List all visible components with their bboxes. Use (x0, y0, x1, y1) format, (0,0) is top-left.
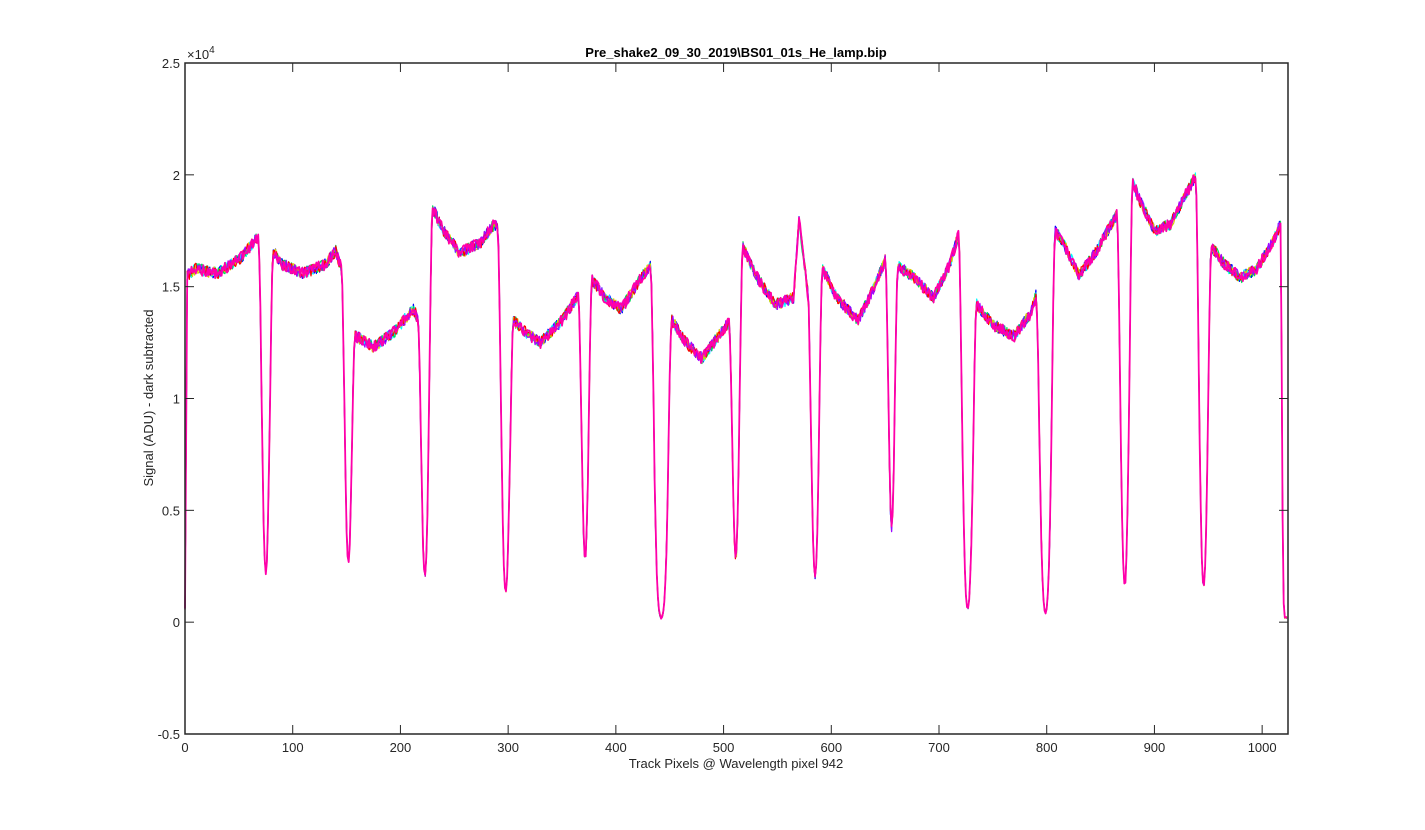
y-exponent-power: 4 (209, 45, 215, 56)
y-tick-label: -0.5 (158, 727, 180, 742)
x-tick-label: 900 (1144, 740, 1166, 755)
y-tick-label: 0.5 (162, 503, 180, 518)
y-axis-exponent: ×104 (187, 45, 215, 62)
y-tick-label: 1 (173, 392, 180, 407)
y-tick-label: 0 (173, 615, 180, 630)
x-tick-label: 400 (605, 740, 627, 755)
plot-background (185, 63, 1288, 734)
series-lines (184, 172, 1288, 620)
x-tick-label: 0 (181, 740, 188, 755)
x-tick-label: 100 (282, 740, 304, 755)
x-tick-label: 700 (928, 740, 950, 755)
y-exponent-base: ×10 (187, 47, 209, 62)
x-axis-title: Track Pixels @ Wavelength pixel 942 (629, 756, 844, 771)
plot-frame (184, 62, 1289, 735)
x-tick-label: 600 (820, 740, 842, 755)
chart-title: Pre_shake2_09_30_2019\BS01_01s_He_lamp.b… (585, 45, 886, 60)
y-axis-title: Signal (ADU) - dark subtracted (141, 309, 156, 486)
series-line (184, 174, 1288, 620)
x-tick-label: 200 (390, 740, 412, 755)
y-tick-label: 2 (173, 168, 180, 183)
x-tick-label: 300 (497, 740, 519, 755)
x-tick-label: 500 (713, 740, 735, 755)
axis-ticks: 0 100 200 300 400 500 600 700 800 900 1000-0.500.5… (158, 56, 1288, 755)
x-tick-label: 1000 (1248, 740, 1277, 755)
y-tick-label: 1.5 (162, 280, 180, 295)
y-tick-label: 2.5 (162, 56, 180, 71)
x-tick-label: 800 (1036, 740, 1058, 755)
